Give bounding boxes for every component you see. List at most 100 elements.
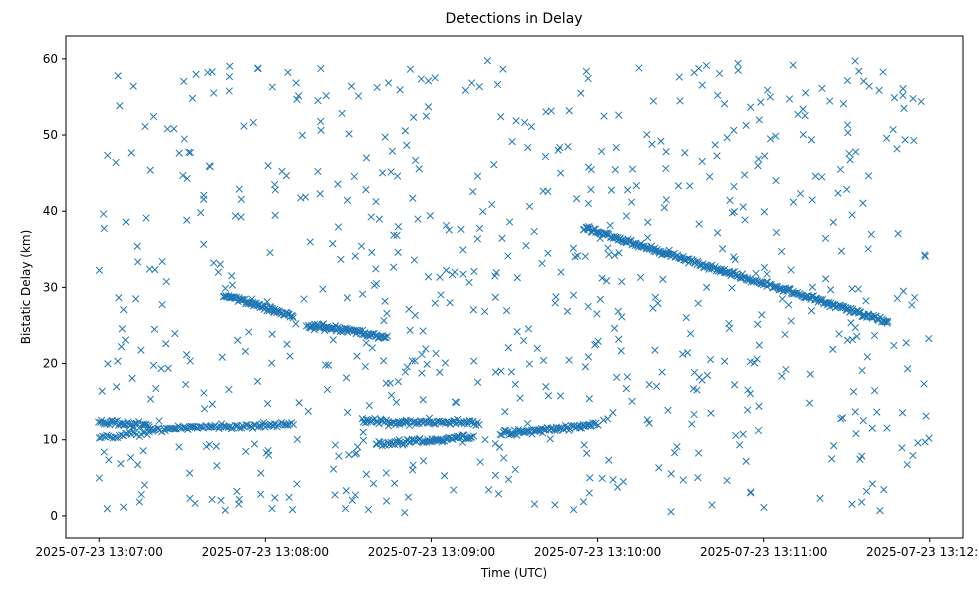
data-point [523, 419, 532, 428]
data-point [210, 259, 218, 267]
data-point [483, 57, 492, 65]
data-point [753, 355, 761, 363]
data-point [234, 336, 242, 344]
data-point [491, 471, 500, 479]
data-point [507, 368, 516, 376]
data-point [730, 182, 738, 191]
data-point [480, 307, 489, 316]
data-point [652, 382, 661, 391]
data-point [361, 362, 369, 371]
data-point [335, 452, 343, 460]
data-point [504, 252, 512, 260]
data-point [856, 455, 864, 463]
data-point [771, 132, 780, 140]
data-point [903, 460, 911, 469]
data-point [409, 113, 418, 121]
data-point [170, 125, 178, 133]
data-point [405, 305, 413, 313]
data-point [508, 137, 516, 146]
data-point [289, 314, 297, 322]
data-point [818, 84, 826, 93]
data-point [242, 447, 250, 456]
data-point [584, 302, 592, 311]
data-point [384, 79, 393, 87]
data-point [644, 218, 652, 226]
data-point [734, 66, 742, 74]
data-point [389, 263, 398, 271]
data-point [552, 293, 560, 301]
data-point [627, 198, 636, 206]
data-point [511, 465, 519, 474]
data-point [901, 136, 909, 144]
data-point [826, 97, 834, 105]
data-point [544, 392, 553, 400]
data-point [758, 311, 766, 319]
data-point [343, 408, 352, 417]
data-point [293, 435, 301, 444]
data-point [829, 218, 837, 226]
data-point [257, 422, 265, 430]
data-point [362, 186, 370, 194]
data-point [237, 424, 246, 432]
data-point [730, 253, 738, 261]
data-point [587, 165, 595, 174]
data-point [585, 489, 593, 497]
data-point [838, 414, 847, 422]
data-point [263, 399, 272, 408]
data-point [728, 209, 736, 217]
data-point [386, 379, 394, 387]
data-point [368, 248, 376, 257]
data-point [789, 198, 798, 206]
data-point [694, 299, 702, 308]
y-tick-label: 40 [43, 204, 58, 218]
data-point [281, 421, 289, 429]
data-point [293, 480, 301, 488]
data-point [651, 346, 659, 354]
data-point [419, 396, 427, 404]
data-point [740, 171, 749, 179]
data-point [469, 306, 477, 314]
data-point [921, 251, 929, 259]
data-point [806, 370, 814, 378]
data-point [695, 220, 703, 228]
data-point [228, 281, 237, 289]
data-point [383, 332, 392, 340]
data-point [268, 83, 276, 91]
data-point [403, 141, 411, 149]
data-point [461, 86, 470, 94]
data-point [306, 238, 314, 246]
data-point [450, 486, 458, 494]
data-point [179, 171, 187, 180]
data-point [504, 344, 512, 352]
data-point [754, 155, 763, 163]
data-point [126, 453, 135, 462]
data-point [282, 172, 291, 180]
data-point [368, 344, 376, 352]
data-point [379, 357, 388, 365]
data-point [411, 156, 420, 165]
data-point [703, 371, 712, 379]
data-point [922, 412, 930, 420]
data-point [424, 103, 433, 111]
data-point [372, 197, 380, 206]
x-axis-label: Time (UTC) [480, 566, 547, 580]
data-point [600, 112, 608, 120]
data-point [649, 97, 658, 105]
data-point [394, 248, 402, 256]
data-point [805, 399, 814, 407]
data-point [736, 441, 744, 449]
data-point [319, 285, 327, 293]
data-point [846, 156, 854, 164]
data-point [715, 69, 724, 78]
data-point [114, 357, 122, 365]
data-point [645, 419, 653, 427]
data-point [139, 428, 147, 436]
data-point [345, 451, 353, 459]
data-point [180, 135, 188, 143]
data-point [900, 104, 908, 112]
data-point [581, 252, 589, 261]
data-point [99, 210, 108, 218]
data-point [442, 266, 451, 274]
data-point [921, 252, 929, 260]
data-point [475, 224, 484, 233]
